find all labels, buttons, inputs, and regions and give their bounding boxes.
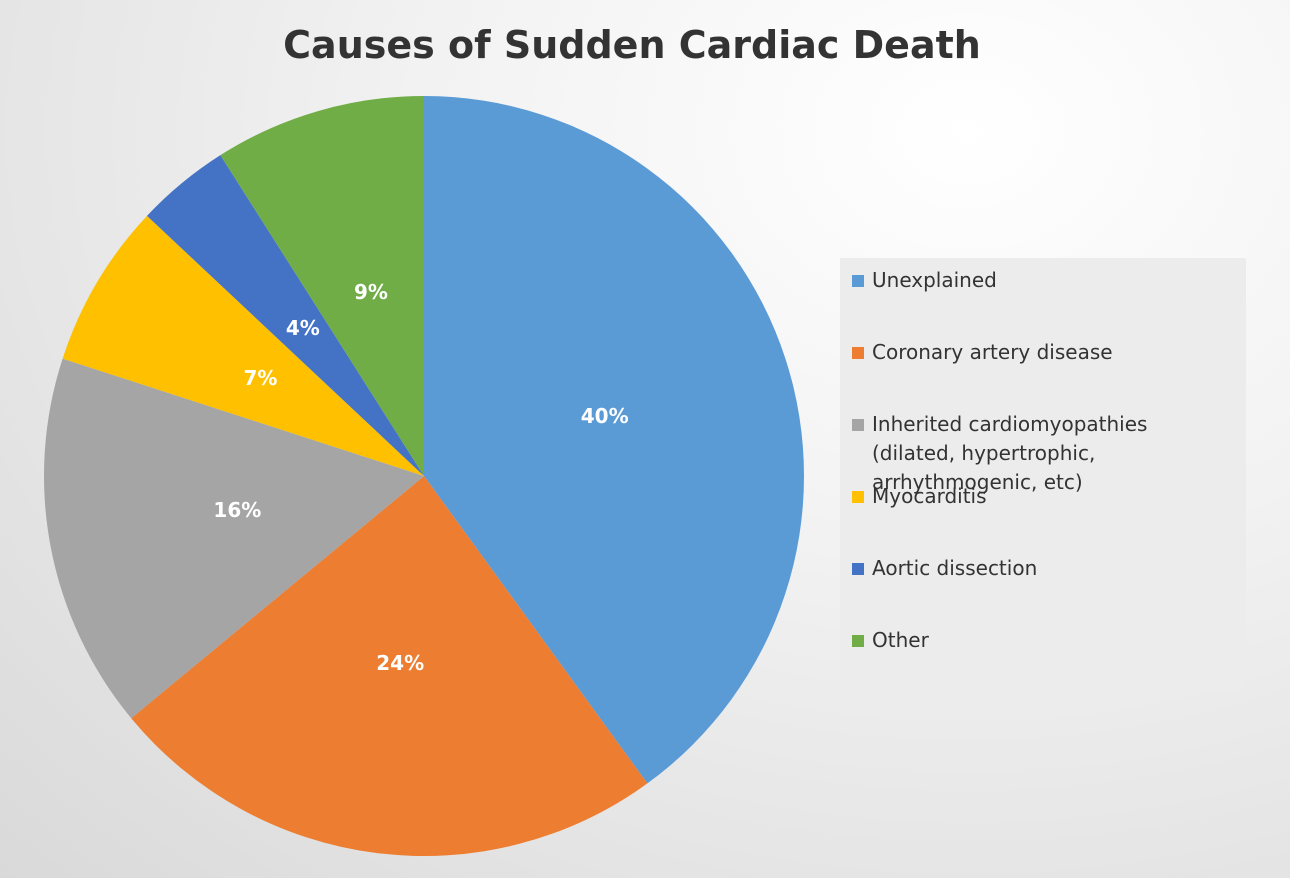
legend-swatch <box>852 563 864 575</box>
legend-swatch <box>852 275 864 287</box>
chart-title: Causes of Sudden Cardiac Death <box>283 23 981 67</box>
legend-item: Other <box>852 626 1236 698</box>
legend-swatch <box>852 419 864 431</box>
value-label: 40% <box>581 404 629 428</box>
legend-item: Aortic dissection <box>852 554 1236 626</box>
legend-label: Unexplained <box>872 268 997 292</box>
value-label: 24% <box>376 651 424 675</box>
legend-item: Unexplained <box>852 266 1236 338</box>
legend-label: Inherited cardiomyopathies (dilated, hyp… <box>872 412 1148 494</box>
pie-slice <box>44 358 425 719</box>
legend-item: Inherited cardiomyopathies (dilated, hyp… <box>852 410 1236 494</box>
legend: Unexplained Coronary artery disease Inheri… <box>840 258 1246 690</box>
legend-swatch <box>852 491 864 503</box>
legend-label: Myocarditis <box>872 484 987 508</box>
pie-slice <box>220 96 424 476</box>
legend-swatch <box>852 347 864 359</box>
legend-item: Myocarditis <box>852 482 1236 554</box>
legend-label: Other <box>872 628 929 652</box>
pie-slice <box>131 476 648 857</box>
value-label: 7% <box>243 366 277 390</box>
legend-label: Coronary artery disease <box>872 340 1113 364</box>
value-label: 4% <box>286 316 320 340</box>
legend-label: Aortic dissection <box>872 556 1038 580</box>
pie-slice <box>424 96 804 784</box>
legend-item: Coronary artery disease <box>852 338 1236 410</box>
value-label: 16% <box>213 498 261 522</box>
pie-slice <box>62 215 425 476</box>
pie-slice <box>146 155 424 476</box>
value-label: 9% <box>354 280 388 304</box>
legend-swatch <box>852 635 864 647</box>
